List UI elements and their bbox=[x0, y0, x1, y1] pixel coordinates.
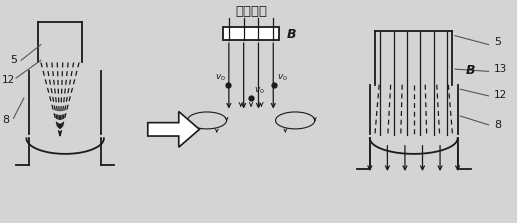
Text: $v_0$: $v_0$ bbox=[254, 86, 265, 96]
Polygon shape bbox=[148, 112, 200, 147]
Text: B: B bbox=[465, 64, 475, 76]
Text: $v_0$: $v_0$ bbox=[277, 72, 288, 83]
Text: $v_0$: $v_0$ bbox=[215, 72, 226, 83]
Text: 5: 5 bbox=[494, 37, 501, 47]
Bar bbox=[223, 27, 280, 40]
Text: 5: 5 bbox=[10, 55, 17, 65]
Text: 12: 12 bbox=[494, 90, 507, 100]
Text: 12: 12 bbox=[2, 75, 15, 85]
Text: B: B bbox=[287, 28, 297, 41]
Text: 施加磁场: 施加磁场 bbox=[235, 5, 267, 18]
Text: 8: 8 bbox=[2, 116, 9, 125]
Text: 13: 13 bbox=[494, 64, 507, 74]
Text: 8: 8 bbox=[494, 120, 501, 130]
